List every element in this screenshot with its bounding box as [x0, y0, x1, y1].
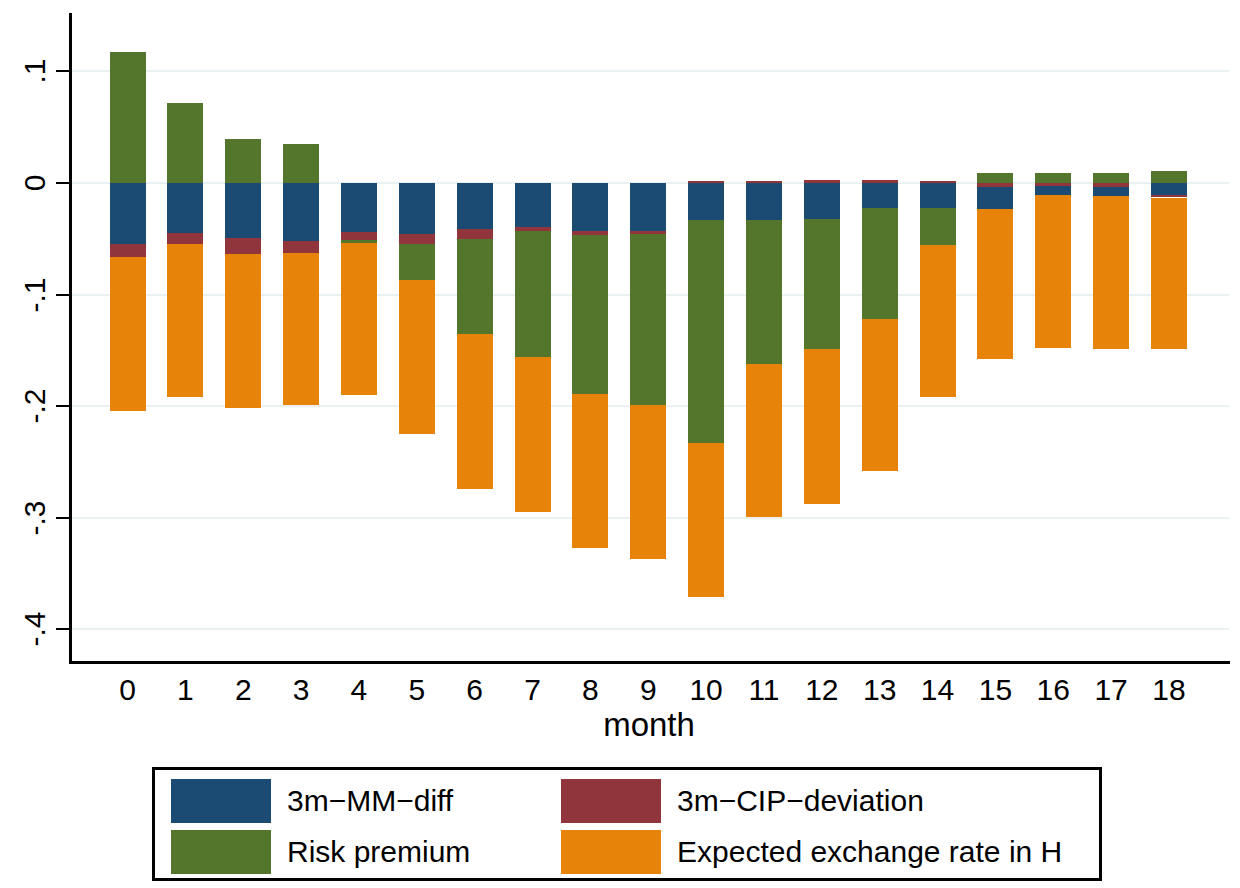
- gridline: [69, 70, 1229, 72]
- bar-14-segment-risk: [920, 208, 956, 246]
- y-tick-mark: [56, 70, 69, 72]
- plot-area: .10-.1-.2-.3-.40123456789101112131415161…: [0, 0, 1240, 760]
- bar-6-segment-risk: [457, 239, 493, 334]
- bar-2-segment-mm: [225, 183, 261, 238]
- y-tick-mark: [56, 405, 69, 407]
- bar-7-segment-risk: [515, 231, 551, 357]
- x-tick-label: 18: [1134, 673, 1204, 707]
- bar-5-segment-risk: [399, 244, 435, 280]
- bar-17-segment-exp: [1093, 196, 1129, 349]
- bar-15-segment-risk: [977, 173, 1013, 183]
- bar-4-segment-exp: [341, 243, 377, 395]
- bar-10-segment-risk: [688, 220, 724, 443]
- bar-2-segment-risk: [225, 139, 261, 183]
- bar-6-segment-exp: [457, 334, 493, 489]
- bar-11-segment-mm: [746, 183, 782, 220]
- bar-4-segment-mm: [341, 183, 377, 232]
- bar-5-segment-cip: [399, 234, 435, 244]
- gridline: [69, 628, 1229, 630]
- bar-12-segment-mm: [804, 183, 840, 219]
- bar-3-segment-exp: [283, 253, 319, 405]
- bar-13-segment-risk: [862, 208, 898, 320]
- bar-17-segment-mm: [1093, 187, 1129, 196]
- legend-label-risk: Risk premium: [287, 830, 470, 874]
- bar-9-segment-risk: [630, 234, 666, 405]
- bar-15-segment-mm: [977, 187, 1013, 208]
- legend-swatch-mm: [171, 779, 271, 823]
- bar-10-segment-mm: [688, 183, 724, 220]
- x-axis-line: [69, 661, 1230, 664]
- bar-9-segment-exp: [630, 405, 666, 559]
- bar-0-segment-mm: [110, 183, 146, 244]
- bar-7-segment-mm: [515, 183, 551, 227]
- bar-16-segment-risk: [1035, 173, 1071, 183]
- bar-5-segment-mm: [399, 183, 435, 234]
- bar-13-segment-exp: [862, 319, 898, 471]
- bar-12-segment-exp: [804, 349, 840, 504]
- bar-1-segment-mm: [167, 183, 203, 233]
- bar-9-segment-mm: [630, 183, 666, 231]
- bar-6-segment-mm: [457, 183, 493, 229]
- bar-14-segment-exp: [920, 245, 956, 397]
- bar-12-segment-risk: [804, 219, 840, 350]
- y-tick-mark: [56, 182, 69, 184]
- bar-15-segment-exp: [977, 209, 1013, 360]
- bar-4-segment-cip: [341, 232, 377, 240]
- bar-0-segment-cip: [110, 244, 146, 256]
- bar-3-segment-cip: [283, 241, 319, 253]
- bar-1-segment-exp: [167, 244, 203, 397]
- y-tick-mark: [56, 294, 69, 296]
- bar-18-segment-risk: [1151, 171, 1187, 183]
- bar-1-segment-risk: [167, 103, 203, 183]
- bar-0-segment-risk: [110, 52, 146, 183]
- y-tick-label: -.2: [18, 372, 52, 440]
- bar-16-segment-exp: [1035, 195, 1071, 348]
- legend-swatch-cip: [561, 779, 661, 823]
- bar-13-segment-mm: [862, 183, 898, 208]
- bar-3-segment-mm: [283, 183, 319, 241]
- legend-label-cip: 3m−CIP−deviation: [677, 779, 924, 823]
- y-tick-label: -.3: [18, 484, 52, 552]
- bar-3-segment-risk: [283, 144, 319, 183]
- bar-18-segment-exp: [1151, 198, 1187, 350]
- bar-17-segment-risk: [1093, 173, 1129, 183]
- bar-14-segment-mm: [920, 183, 956, 208]
- bar-8-segment-mm: [572, 183, 608, 231]
- bar-6-segment-cip: [457, 229, 493, 239]
- bar-8-segment-risk: [572, 235, 608, 393]
- bar-5-segment-exp: [399, 280, 435, 434]
- bar-11-segment-risk: [746, 220, 782, 364]
- y-tick-label: .1: [18, 37, 52, 105]
- legend-label-exp: Expected exchange rate in H: [677, 830, 1062, 874]
- x-axis-title: month: [69, 706, 1229, 744]
- legend-swatch-exp: [561, 830, 661, 874]
- bar-1-segment-cip: [167, 233, 203, 244]
- bar-11-segment-exp: [746, 364, 782, 517]
- bar-0-segment-exp: [110, 257, 146, 411]
- y-tick-label: 0: [18, 149, 52, 217]
- bar-8-segment-exp: [572, 394, 608, 548]
- bar-2-segment-exp: [225, 254, 261, 408]
- bar-16-segment-mm: [1035, 186, 1071, 195]
- stacked-bar-chart: .10-.1-.2-.3-.40123456789101112131415161…: [0, 0, 1240, 888]
- legend-swatch-risk: [171, 830, 271, 874]
- bar-10-segment-exp: [688, 443, 724, 597]
- bar-7-segment-exp: [515, 357, 551, 512]
- legend: 3m−MM−diff 3m−CIP−deviation Risk premium…: [152, 767, 1102, 881]
- y-tick-label: -.1: [18, 261, 52, 329]
- y-tick-mark: [56, 517, 69, 519]
- bar-18-segment-mm: [1151, 183, 1187, 195]
- y-tick-label: -.4: [18, 595, 52, 663]
- bar-2-segment-cip: [225, 238, 261, 255]
- y-axis-line: [69, 13, 72, 664]
- y-tick-mark: [56, 628, 69, 630]
- legend-label-mm: 3m−MM−diff: [287, 779, 453, 823]
